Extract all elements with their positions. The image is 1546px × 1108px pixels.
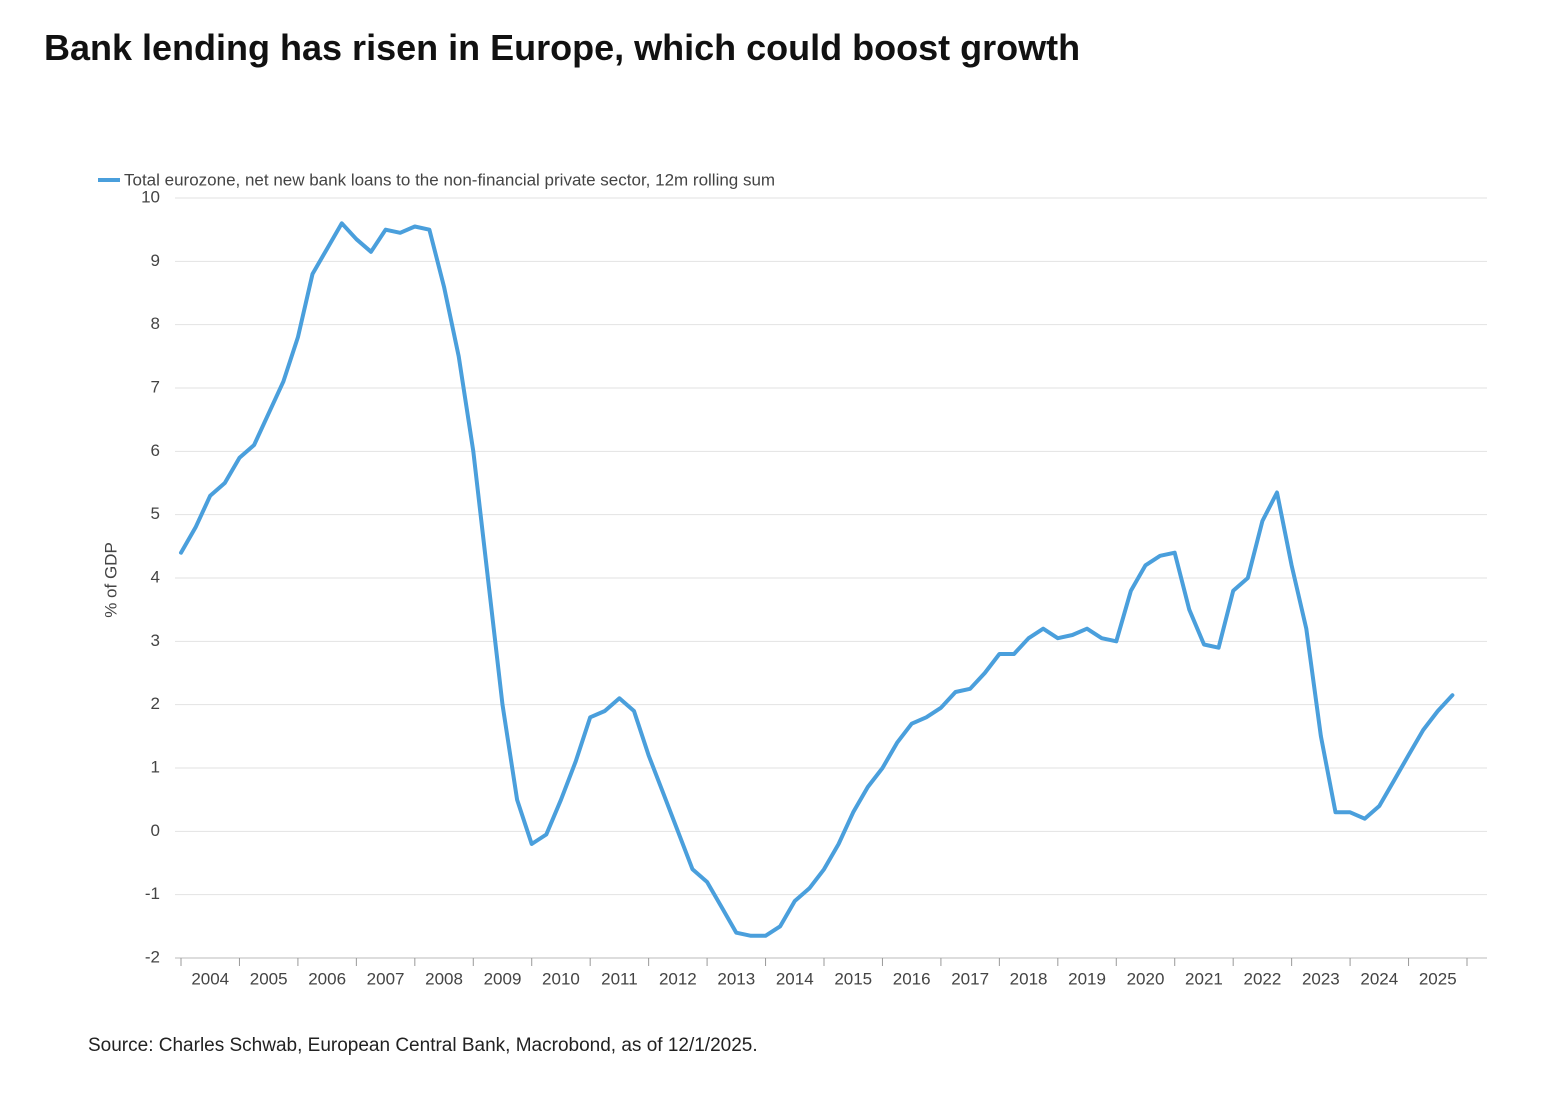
data-line: [179, 221, 1455, 938]
x-tick-label: 2015: [834, 969, 872, 988]
y-tick-label: 4: [151, 567, 160, 586]
y-tick-label: -2: [145, 947, 160, 966]
x-tick-label: 2018: [1010, 969, 1048, 988]
x-tick-label: 2009: [484, 969, 522, 988]
y-tick-label: 8: [151, 314, 160, 333]
x-tick-label: 2019: [1068, 969, 1106, 988]
x-tick-label: 2007: [367, 969, 405, 988]
x-tick-label: 2022: [1243, 969, 1281, 988]
x-tick-label: 2004: [191, 969, 229, 988]
x-tick-label: 2016: [893, 969, 931, 988]
chart-title: Bank lending has risen in Europe, which …: [44, 27, 1080, 68]
x-tick-label: 2020: [1127, 969, 1165, 988]
x-tick-label: 2024: [1360, 969, 1398, 988]
x-tick-label: 2017: [951, 969, 989, 988]
y-tick-label: -1: [145, 884, 160, 903]
x-tick-label: 2005: [250, 969, 288, 988]
legend-label: Total eurozone, net new bank loans to th…: [124, 170, 775, 189]
y-tick-label: 2: [151, 694, 160, 713]
y-tick-label: 1: [151, 757, 160, 776]
x-tick-label: 2006: [308, 969, 346, 988]
y-tick-label: 6: [151, 441, 160, 460]
x-tick-label: 2021: [1185, 969, 1223, 988]
y-tick-label: 9: [151, 251, 160, 270]
x-tick-label: 2010: [542, 969, 580, 988]
x-tick-label: 2023: [1302, 969, 1340, 988]
x-tick-label: 2013: [717, 969, 755, 988]
y-tick-label: 0: [151, 821, 160, 840]
y-tick-label: 7: [151, 377, 160, 396]
source-note: Source: Charles Schwab, European Central…: [88, 1035, 758, 1056]
y-tick-label: 5: [151, 504, 160, 523]
x-tick-label: 2014: [776, 969, 814, 988]
x-tick-label: 2025: [1419, 969, 1457, 988]
y-tick-label: 3: [151, 631, 160, 650]
x-tick-label: 2011: [601, 969, 638, 988]
x-tick-label: 2012: [659, 969, 697, 988]
y-tick-label: 10: [141, 187, 160, 206]
x-tick-label: 2008: [425, 969, 463, 988]
y-axis-label: % of GDP: [101, 542, 120, 618]
